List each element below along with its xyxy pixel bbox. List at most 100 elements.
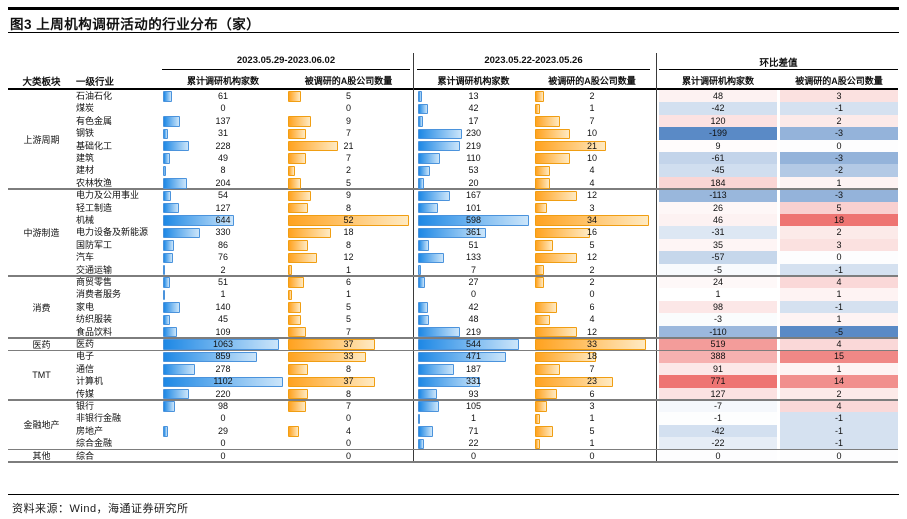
comp-bar-w1 (288, 202, 309, 214)
inst-value-w2: 93 (468, 388, 479, 399)
inst-value-w1: 1 (220, 289, 226, 300)
diff-value: 120 (710, 115, 726, 126)
comp-value-w2: 10 (586, 128, 597, 139)
diff-inst-cell (659, 387, 777, 400)
diff-comp-cell (780, 362, 898, 376)
category-separator (8, 461, 898, 463)
diff-inst-cell (659, 139, 777, 152)
inst-bar-w1 (163, 227, 201, 239)
industry-label: 商贸零售 (76, 277, 113, 287)
comp-bar-w1 (288, 227, 332, 239)
comp-bar-w2 (535, 401, 547, 412)
industry-label: 交通运输 (76, 264, 113, 275)
table-row: 48 3 石油石化 61 5 13 2 (0, 90, 907, 103)
inst-value-w2: 71 (468, 425, 479, 436)
comp-value-w1: 0 (345, 413, 351, 424)
inst-value-w2: 187 (465, 363, 482, 374)
inst-value-w2: 0 (470, 289, 476, 300)
inst-value-w1: 0 (220, 450, 226, 461)
industry-label: 消费者服务 (76, 289, 122, 300)
inst-bar-w1 (163, 128, 169, 139)
diff-inst-cell (659, 338, 777, 351)
comp-value-w2: 34 (586, 215, 597, 225)
diff-comp-cell (780, 189, 898, 202)
diff-inst-cell (659, 176, 777, 190)
inst-value-w1: 49 (217, 153, 228, 163)
inst-value-w1: 228 (215, 140, 231, 151)
inst-bar-w2 (418, 116, 424, 127)
inst-value-w1: 204 (215, 177, 231, 188)
diff-value: 24 (712, 277, 723, 287)
inst-bar-w1 (163, 178, 187, 189)
diff-comp-cell (780, 313, 898, 326)
inst-bar-w1 (163, 116, 180, 127)
comp-value-w2: 1 (589, 413, 595, 424)
diff-value: -3 (834, 190, 843, 201)
source-note: 资料来源：Wind，海通证券研究所 (12, 503, 189, 515)
inst-value-w1: 278 (215, 363, 231, 374)
sector-label: 中游制造 (23, 228, 60, 239)
inst-bar-w1 (163, 252, 174, 263)
table-row: -22 -1 综合金融 0 0 22 1 (0, 437, 907, 450)
inst-bar-w2 (418, 388, 437, 400)
industry-col-header: 一级行业 (76, 77, 115, 88)
inst-bar-w1 (163, 140, 190, 152)
comp-bar-w2 (535, 326, 577, 338)
inst-bar-w1 (163, 215, 234, 226)
comp-value-w2: 10 (586, 153, 597, 163)
comp-value-w1: 5 (345, 301, 351, 312)
p1-inst-col-header: 累计调研机构家数 (186, 76, 259, 86)
inst-value-w1: 54 (217, 190, 228, 201)
comp-value-w1: 7 (345, 401, 351, 411)
diff-value: 2 (836, 227, 842, 238)
comp-value-w1: 7 (345, 153, 351, 163)
comp-bar-w2 (535, 215, 649, 226)
diff-inst-cell (659, 300, 777, 314)
industry-label: 轻工制造 (76, 202, 113, 213)
diff-inst-cell (659, 201, 777, 214)
inst-value-w2: 101 (465, 202, 482, 213)
diff-value: -1 (834, 413, 843, 424)
comp-value-w1: 8 (345, 363, 351, 374)
industry-label: 通信 (76, 363, 95, 374)
diff-comp-cell (780, 238, 898, 252)
diff-value: 18 (833, 215, 844, 225)
diff-comp-cell (780, 226, 898, 239)
inst-value-w1: 859 (215, 351, 231, 362)
diff-inst-cell (659, 214, 777, 227)
industry-label: 医药 (76, 339, 95, 349)
diff-value: 5 (836, 202, 842, 213)
comp-value-w2: 6 (589, 301, 595, 312)
comp-value-w1: 0 (345, 450, 351, 461)
inst-value-w1: 61 (217, 91, 228, 101)
diff-value: -1 (713, 413, 722, 424)
inst-bar-w2 (418, 190, 451, 201)
comp-bar-w1 (288, 339, 375, 350)
comp-value-w1: 9 (345, 190, 351, 201)
inst-bar-w1 (163, 401, 176, 412)
inst-bar-w2 (418, 302, 428, 313)
inst-bar-w2 (418, 103, 428, 115)
inst-bar-w2 (418, 215, 529, 226)
diff-value: 98 (712, 301, 723, 312)
inst-bar-w1 (163, 91, 172, 102)
diff-inst-cell (659, 152, 777, 165)
diff-value: -113 (709, 190, 727, 201)
table-row: 127 2 传媒 220 8 93 6 (0, 387, 907, 400)
diff-value: -1 (834, 264, 843, 275)
divider-period1-period2 (413, 53, 414, 462)
table-row: -113 -3 电力及公用事业 54 9 167 12 (0, 189, 907, 202)
comp-value-w1: 5 (345, 314, 351, 325)
industry-label: 建材 (76, 165, 95, 176)
comp-value-w1: 33 (343, 351, 354, 362)
diff-comp-cell (780, 276, 898, 289)
industry-label: 电力及公用事业 (76, 190, 140, 201)
diff-inst-cell (659, 164, 777, 177)
category-separator (8, 275, 898, 277)
comp-bar-w1 (288, 314, 302, 325)
diff-comp-cell (780, 176, 898, 190)
diff-comp-cell (780, 288, 898, 301)
comp-value-w2: 2 (589, 264, 595, 275)
comp-value-w1: 21 (343, 140, 354, 151)
comp-value-w2: 23 (586, 376, 597, 387)
